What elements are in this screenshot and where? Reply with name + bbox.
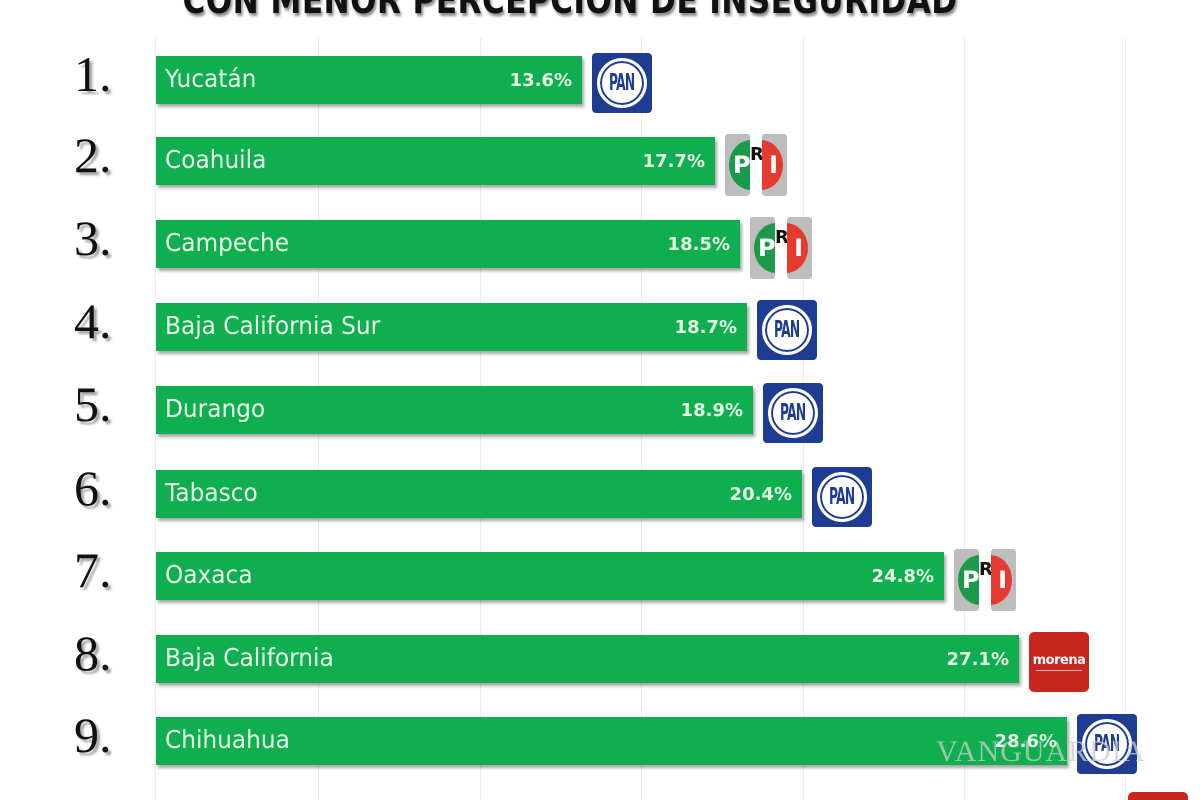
pri-green-segment: P	[725, 134, 750, 196]
pri-letter-p: P	[733, 151, 750, 179]
pan-logo-icon: PAN	[757, 300, 817, 360]
bar: Chihuahua 28.6%	[156, 717, 1067, 765]
rank-number: 5.	[74, 376, 112, 432]
pan-logo-text: PAN	[780, 399, 806, 427]
bar-row: 7. Oaxaca 24.8% P R I	[0, 542, 1200, 611]
state-label: Campeche	[165, 228, 290, 257]
state-label: Baja California	[165, 643, 334, 672]
chart-title: CON MENOR PERCEPCIÓN DE INSEGURIDAD	[182, 0, 958, 22]
rank-number: 9.	[74, 707, 112, 763]
bar-row: 9. Chihuahua 28.6% PAN	[0, 707, 1200, 774]
bar: Durango 18.9%	[156, 386, 753, 434]
bar: Baja California Sur 18.7%	[156, 303, 747, 351]
bar: Oaxaca 24.8%	[156, 552, 944, 600]
bar: Baja California 27.1%	[156, 635, 1019, 683]
morena-logo-icon	[1128, 792, 1188, 800]
value-label: 13.6%	[509, 70, 572, 91]
bar-row-partial	[0, 792, 1200, 800]
state-label: Baja California Sur	[165, 311, 381, 340]
state-label: Chihuahua	[165, 725, 290, 754]
pan-logo-text: PAN	[609, 69, 635, 97]
bar-row: 2. Coahuila 17.7% P R I	[0, 127, 1200, 196]
pan-ring: PAN	[1082, 719, 1132, 769]
bar: Yucatán 13.6%	[156, 56, 582, 104]
pri-letter-r: R	[750, 144, 764, 165]
pri-green-segment: P	[954, 549, 979, 611]
rank-number: 3.	[74, 210, 112, 266]
pri-red-segment: I	[762, 134, 787, 196]
pri-letter-i: I	[794, 234, 803, 262]
bar-row: 3. Campeche 18.5% P R I	[0, 210, 1200, 279]
state-label: Yucatán	[165, 64, 257, 93]
pan-logo-text: PAN	[1094, 730, 1120, 758]
bar: Campeche 18.5%	[156, 220, 740, 268]
morena-underline	[1036, 670, 1082, 671]
pri-letter-p: P	[962, 566, 979, 594]
pri-letter-i: I	[769, 151, 778, 179]
bar-row: 6. Tabasco 20.4% PAN	[0, 460, 1200, 527]
pan-ring: PAN	[768, 388, 818, 438]
bar: Coahuila 17.7%	[156, 137, 715, 185]
morena-logo-icon: morena	[1029, 632, 1089, 692]
pri-letter-p: P	[758, 234, 775, 262]
rank-number: 8.	[74, 625, 112, 681]
pan-logo-text: PAN	[829, 483, 855, 511]
rank-number: 4.	[74, 293, 112, 349]
gridline	[155, 38, 156, 800]
pan-ring: PAN	[817, 472, 867, 522]
value-label: 28.6%	[994, 731, 1057, 752]
pri-letter-i: I	[998, 566, 1007, 594]
state-label: Coahuila	[165, 145, 267, 174]
value-label: 18.7%	[674, 317, 737, 338]
pri-red-segment: I	[787, 217, 812, 279]
value-label: 18.9%	[680, 400, 743, 421]
pri-letter-r: R	[979, 559, 993, 580]
pri-red-segment: I	[991, 549, 1016, 611]
rank-number: 7.	[74, 542, 112, 598]
value-label: 27.1%	[946, 649, 1009, 670]
rank-number: 1.	[74, 46, 112, 102]
bar-row: 5. Durango 18.9% PAN	[0, 376, 1200, 443]
state-label: Oaxaca	[165, 560, 253, 589]
value-label: 17.7%	[642, 151, 705, 172]
pri-letter-r: R	[775, 227, 789, 248]
pan-logo-icon: PAN	[763, 383, 823, 443]
bar: Tabasco 20.4%	[156, 470, 802, 518]
rank-number: 6.	[74, 460, 112, 516]
pan-logo-icon: PAN	[1077, 714, 1137, 774]
pri-green-segment: P	[750, 217, 775, 279]
pan-logo-icon: PAN	[812, 467, 872, 527]
pan-ring: PAN	[762, 305, 812, 355]
morena-logo-text: morena	[1032, 653, 1086, 668]
value-label: 18.5%	[667, 234, 730, 255]
bar-row: 4. Baja California Sur 18.7% PAN	[0, 293, 1200, 360]
state-label: Tabasco	[165, 478, 258, 507]
bar-row: 1. Yucatán 13.6% PAN	[0, 46, 1200, 113]
gridline	[964, 38, 965, 800]
watermark: VANGUARDIA	[936, 735, 1146, 768]
state-label: Durango	[165, 394, 266, 423]
rank-number: 2.	[74, 127, 112, 183]
value-label: 24.8%	[871, 566, 934, 587]
pan-logo-icon: PAN	[592, 53, 652, 113]
gridline	[1125, 38, 1126, 800]
pan-logo-text: PAN	[774, 316, 800, 344]
bar-row: 8. Baja California 27.1% morena	[0, 625, 1200, 692]
value-label: 20.4%	[729, 484, 792, 505]
pan-ring: PAN	[597, 58, 647, 108]
